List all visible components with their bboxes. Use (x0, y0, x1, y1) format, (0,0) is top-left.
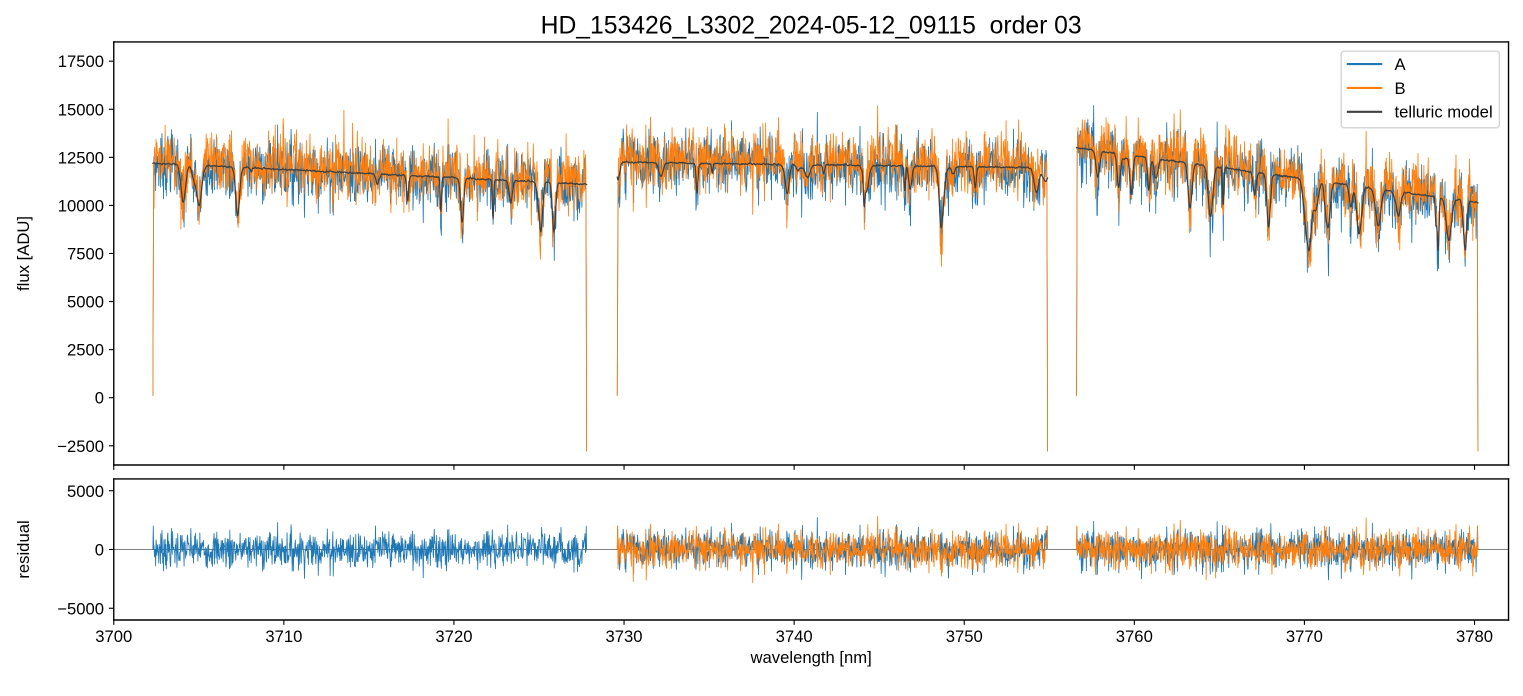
svg-text:12500: 12500 (58, 148, 104, 167)
svg-text:0: 0 (95, 389, 104, 408)
svg-text:5000: 5000 (67, 482, 104, 501)
svg-text:3770: 3770 (1286, 627, 1323, 646)
svg-text:wavelength [nm]: wavelength [nm] (750, 648, 872, 667)
svg-text:telluric model: telluric model (1395, 103, 1493, 122)
svg-text:3720: 3720 (435, 627, 472, 646)
svg-text:10000: 10000 (58, 196, 104, 215)
svg-text:3780: 3780 (1456, 627, 1493, 646)
svg-text:3740: 3740 (776, 627, 813, 646)
svg-text:17500: 17500 (58, 52, 104, 71)
svg-text:flux [ADU]: flux [ADU] (14, 216, 33, 291)
svg-text:3730: 3730 (606, 627, 643, 646)
svg-text:3760: 3760 (1116, 627, 1153, 646)
svg-text:HD_153426_L3302_2024-05-12_091: HD_153426_L3302_2024-05-12_09115 order 0… (541, 13, 1082, 40)
svg-text:−5000: −5000 (57, 599, 104, 618)
svg-text:residual: residual (14, 520, 33, 578)
svg-text:3710: 3710 (265, 627, 302, 646)
svg-text:3750: 3750 (946, 627, 983, 646)
svg-text:A: A (1395, 55, 1407, 74)
svg-text:−2500: −2500 (57, 437, 104, 456)
svg-text:B: B (1395, 79, 1406, 98)
svg-text:15000: 15000 (58, 100, 104, 119)
svg-text:0: 0 (95, 541, 104, 560)
svg-text:7500: 7500 (67, 245, 104, 264)
svg-text:5000: 5000 (67, 293, 104, 312)
svg-text:2500: 2500 (67, 341, 104, 360)
svg-text:3700: 3700 (95, 627, 132, 646)
